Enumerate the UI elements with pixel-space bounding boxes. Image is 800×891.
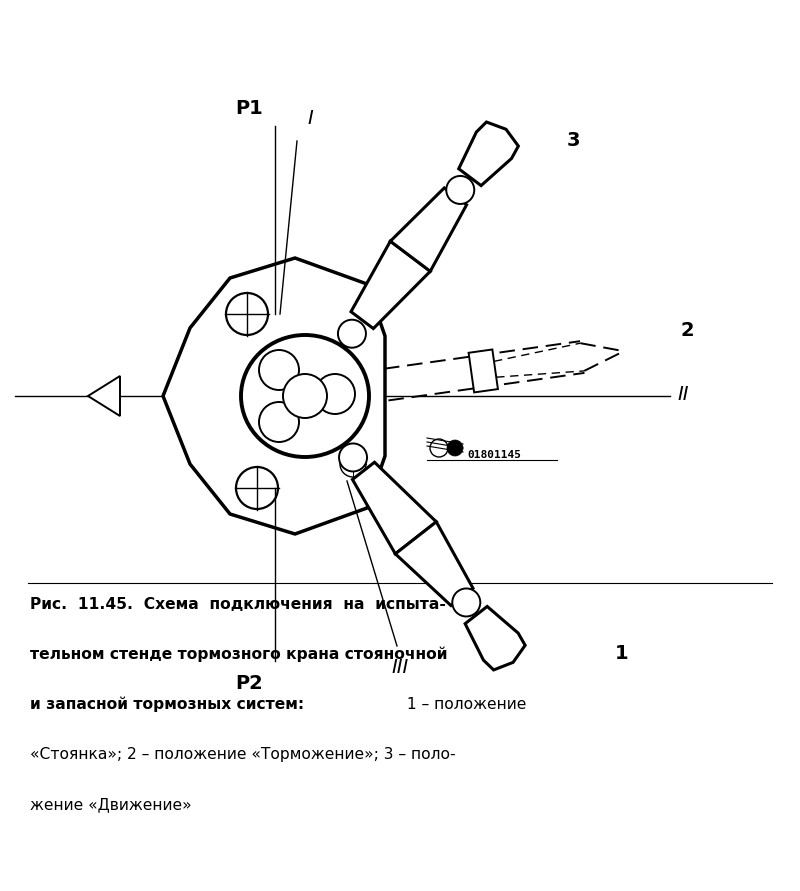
Polygon shape [163,258,385,534]
Circle shape [340,451,366,477]
Polygon shape [395,522,473,606]
Polygon shape [353,462,436,554]
Polygon shape [465,607,525,670]
Circle shape [339,444,367,471]
Text: 2: 2 [680,322,694,340]
Polygon shape [88,376,120,416]
Text: тельном стенде тормозного крана стояночной: тельном стенде тормозного крана стояночн… [30,647,447,663]
Circle shape [259,402,299,442]
Text: P2: P2 [235,674,262,693]
Text: 01801145: 01801145 [467,450,521,460]
Ellipse shape [241,335,369,457]
Circle shape [338,320,366,347]
Circle shape [447,440,463,456]
Polygon shape [390,188,466,271]
Text: «Стоянка»; 2 – положение «Торможение»; 3 – поло-: «Стоянка»; 2 – положение «Торможение»; 3… [30,747,456,762]
Circle shape [236,467,278,509]
Text: III: III [391,658,409,677]
Text: P1: P1 [235,99,262,118]
Circle shape [430,439,448,457]
Circle shape [226,293,268,335]
Text: жение «Движение»: жение «Движение» [30,797,192,812]
Circle shape [259,350,299,390]
Circle shape [446,176,474,204]
Text: 3: 3 [567,131,581,150]
Text: I: I [307,109,313,128]
Polygon shape [351,241,430,329]
Circle shape [283,374,327,418]
Polygon shape [458,122,518,185]
Text: 1: 1 [615,644,629,663]
Polygon shape [469,349,498,392]
Text: 1 – положение: 1 – положение [402,697,526,712]
Text: и запасной тормозных систем:: и запасной тормозных систем: [30,697,304,713]
Circle shape [452,588,480,617]
Text: II: II [677,385,689,404]
Text: Рис.  11.45.  Схема  подключения  на  испыта-: Рис. 11.45. Схема подключения на испыта- [30,597,446,612]
Circle shape [315,374,355,414]
